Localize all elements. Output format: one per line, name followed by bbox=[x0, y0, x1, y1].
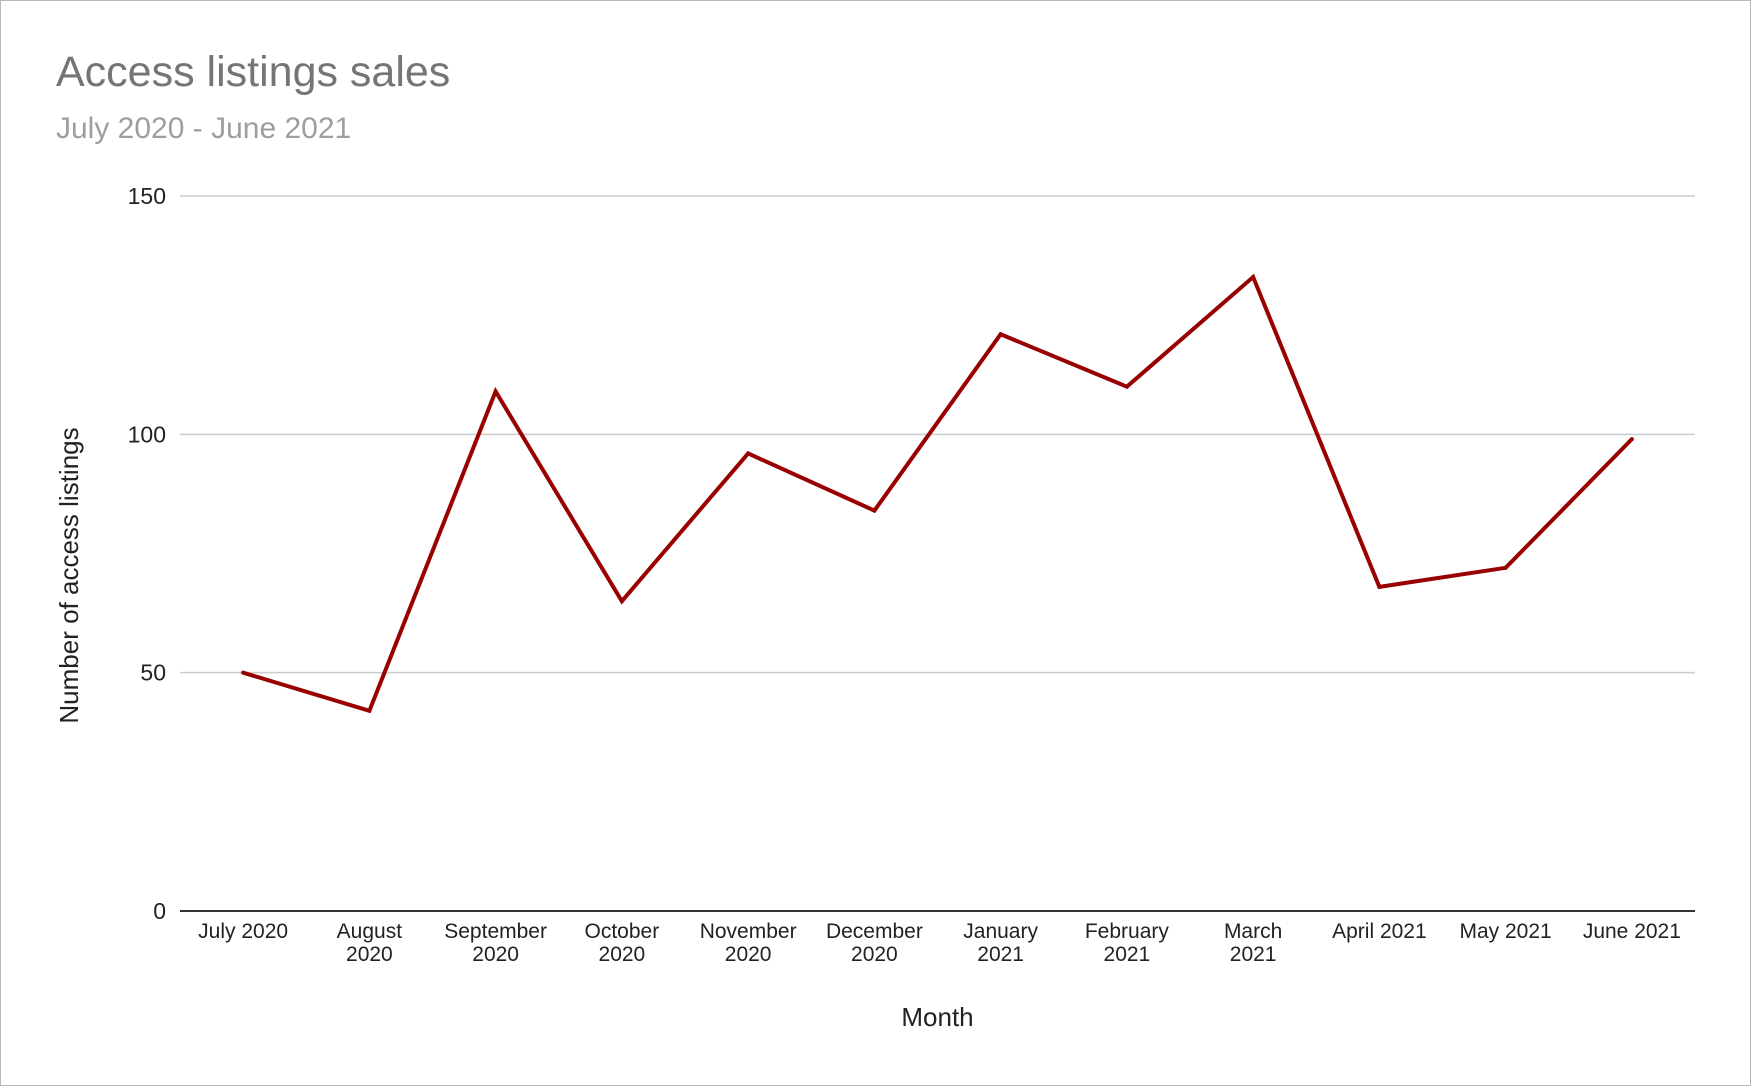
x-tick-label-line: February bbox=[1085, 920, 1170, 943]
x-tick-label: April 2021 bbox=[1332, 920, 1427, 943]
x-tick-label: May 2021 bbox=[1460, 920, 1552, 943]
x-tick-label-line: 2020 bbox=[725, 943, 772, 966]
x-tick-label: December 2020 bbox=[826, 920, 923, 966]
data-point bbox=[1124, 384, 1129, 389]
data-point bbox=[619, 599, 624, 604]
x-tick-label: March 2021 bbox=[1224, 920, 1282, 966]
x-tick-label-line: April 2021 bbox=[1332, 920, 1427, 943]
y-tick-label: 0 bbox=[153, 898, 166, 924]
x-tick-label-line: 2020 bbox=[599, 943, 646, 966]
y-axis-ticks: 0 50 100 150 bbox=[128, 183, 166, 924]
series-line bbox=[242, 273, 1634, 714]
data-point bbox=[1377, 584, 1382, 589]
data-point bbox=[493, 389, 498, 394]
x-tick-label-line: 2020 bbox=[472, 943, 519, 966]
data-point bbox=[746, 451, 751, 456]
y-axis-title: Number of access listings bbox=[54, 427, 84, 723]
x-tick-label: July 2020 bbox=[198, 920, 288, 943]
x-tick-label: November 2020 bbox=[700, 920, 797, 966]
x-tick-label-line: October bbox=[585, 920, 660, 943]
x-tick-label-line: June 2021 bbox=[1583, 920, 1681, 943]
chart-title: Access listings sales bbox=[56, 48, 451, 96]
x-tick-label-line: December bbox=[826, 920, 923, 943]
y-tick-label: 150 bbox=[128, 183, 166, 209]
x-tick-label-line: 2020 bbox=[851, 943, 898, 966]
x-tick-label-line: May 2021 bbox=[1460, 920, 1552, 943]
x-tick-label-line: 2020 bbox=[346, 943, 393, 966]
x-tick-label-line: 2021 bbox=[977, 943, 1024, 966]
x-tick-label: August 2020 bbox=[337, 920, 403, 966]
y-tick-label: 50 bbox=[140, 660, 166, 686]
x-axis-title: Month bbox=[901, 1002, 973, 1032]
data-point bbox=[241, 670, 246, 675]
x-tick-label-line: March bbox=[1224, 920, 1282, 943]
data-point bbox=[872, 508, 877, 513]
x-tick-label: January 2021 bbox=[963, 920, 1038, 966]
x-tick-label: September 2020 bbox=[444, 920, 547, 966]
data-point bbox=[367, 708, 372, 713]
x-tick-label-line: August bbox=[337, 920, 403, 943]
data-point bbox=[1503, 565, 1508, 570]
chart-subtitle: July 2020 - June 2021 bbox=[56, 112, 352, 145]
x-tick-label-line: 2021 bbox=[1104, 943, 1151, 966]
x-tick-label: June 2021 bbox=[1583, 920, 1681, 943]
x-tick-label-line: September bbox=[444, 920, 547, 943]
x-tick-label: February 2021 bbox=[1085, 920, 1170, 966]
data-point bbox=[1251, 275, 1256, 280]
x-tick-label-line: November bbox=[700, 920, 797, 943]
data-point bbox=[1629, 437, 1634, 442]
data-point bbox=[998, 332, 1003, 337]
x-tick-label-line: July 2020 bbox=[198, 920, 288, 943]
x-tick-label-line: January bbox=[963, 920, 1038, 943]
x-tick-label-line: 2021 bbox=[1230, 943, 1277, 966]
x-tick-label: October 2020 bbox=[585, 920, 660, 966]
gridlines bbox=[180, 195, 1695, 674]
series-group bbox=[241, 273, 1634, 714]
y-tick-label: 100 bbox=[128, 421, 166, 447]
